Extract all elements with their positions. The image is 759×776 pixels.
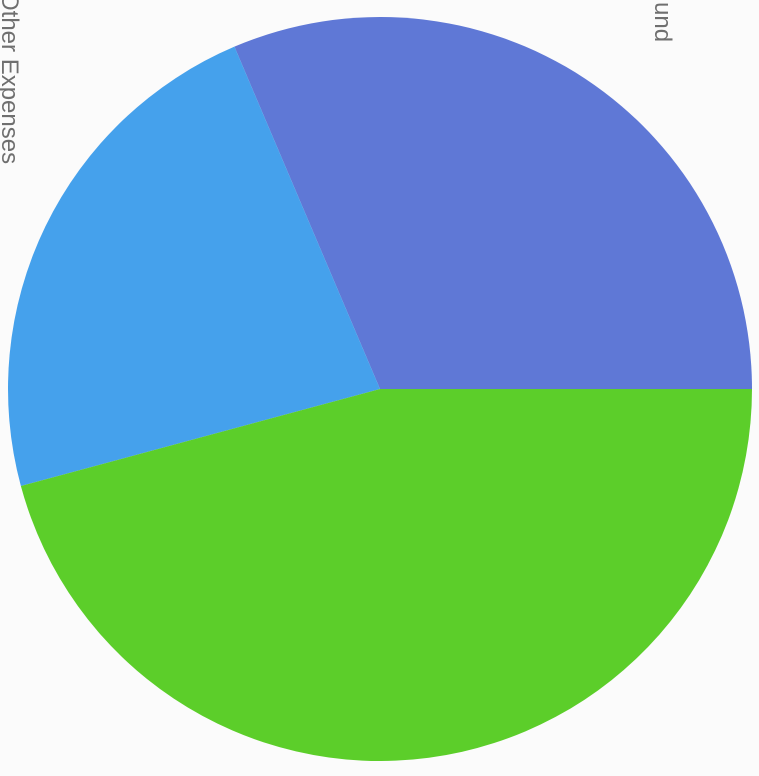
slice-label-und: und bbox=[649, 2, 676, 42]
pie-slice-1 bbox=[234, 16, 752, 390]
pie-slices bbox=[8, 16, 752, 761]
slice-label-other-expenses: Other Expenses bbox=[0, 0, 23, 164]
pie-slice-2 bbox=[8, 46, 381, 487]
pie-slice-3 bbox=[20, 389, 752, 761]
